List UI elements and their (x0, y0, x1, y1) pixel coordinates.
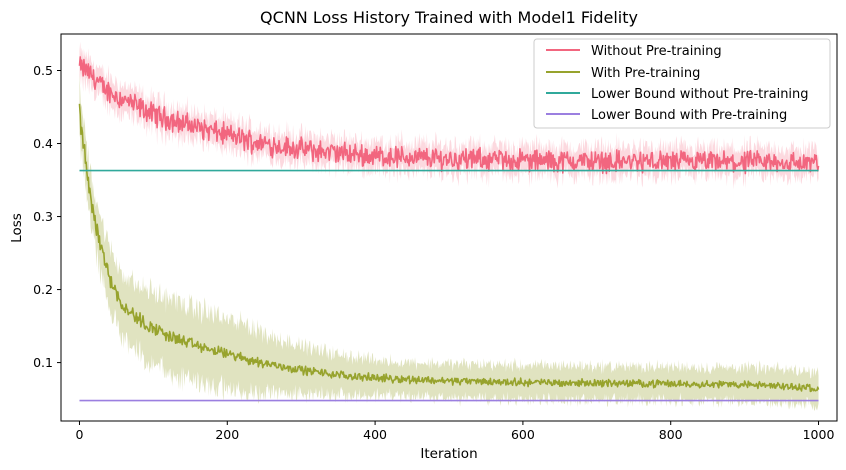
y-tick-label: 0.1 (33, 355, 53, 370)
x-tick-label: 200 (215, 427, 239, 442)
chart-title: QCNN Loss History Trained with Model1 Fi… (260, 8, 638, 27)
x-tick-label: 800 (659, 427, 683, 442)
y-axis: 0.1 0.2 0.3 0.4 0.5 (33, 63, 61, 370)
y-tick-label: 0.5 (33, 63, 53, 78)
y-axis-label: Loss (9, 213, 25, 243)
x-tick-label: 400 (363, 427, 387, 442)
x-tick-label: 600 (511, 427, 535, 442)
band-with-pretraining (79, 73, 819, 411)
x-axis-label: Iteration (420, 446, 477, 462)
legend-box (533, 38, 831, 129)
legend-label-lower-bound-without: Lower Bound without Pre-training (591, 87, 809, 102)
band-without-pretraining (79, 41, 819, 190)
plot-area (78, 41, 820, 411)
series-line-with-pretraining (78, 103, 820, 393)
y-tick-label: 0.4 (33, 136, 53, 151)
plot-frame (60, 33, 838, 422)
y-tick-label: 0.3 (33, 209, 53, 224)
legend-label-with-pretraining: With Pre-training (591, 66, 700, 81)
y-tick-label: 0.2 (33, 282, 53, 297)
legend-label-lower-bound-with: Lower Bound with Pre-training (591, 108, 787, 123)
x-tick-label: 0 (75, 427, 83, 442)
x-axis: 0 200 400 600 800 1000 (75, 421, 834, 442)
legend: Without Pre-training With Pre-training L… (533, 38, 831, 129)
legend-label-without-pretraining: Without Pre-training (591, 44, 722, 59)
x-tick-label: 1000 (803, 427, 835, 442)
series-line-without-pretraining (78, 56, 820, 175)
